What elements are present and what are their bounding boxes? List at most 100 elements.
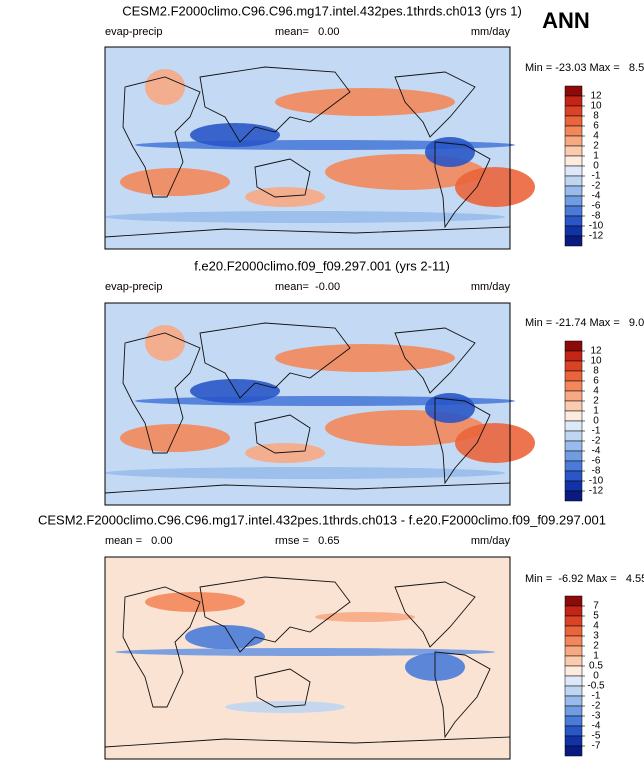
- colorbar-label: 10: [590, 101, 602, 112]
- colorbar-box: [564, 450, 583, 462]
- colorbar-box: [564, 635, 583, 647]
- colorbar-label: -12: [589, 231, 604, 242]
- coastline: [104, 226, 511, 238]
- colorbar-label: 10: [590, 356, 602, 367]
- coastline: [122, 332, 201, 454]
- colorbar-label: 6: [593, 376, 599, 387]
- colorbar-label: -7: [592, 741, 601, 752]
- colorbar-label: 4: [593, 386, 599, 397]
- coastline: [199, 576, 351, 653]
- min-max-label: Min = -21.74 Max = 9.02: [525, 317, 644, 329]
- coastline: [254, 668, 311, 708]
- map-field: [245, 443, 325, 463]
- colorbar-label: 8: [593, 366, 599, 377]
- colorbar-box: [564, 480, 583, 492]
- map-field: [145, 325, 185, 361]
- map-field: [275, 88, 455, 116]
- coastline: [394, 327, 476, 394]
- colorbar-box: [564, 655, 583, 667]
- coastline: [434, 397, 491, 485]
- colorbar-box: [564, 175, 583, 187]
- coastline: [122, 586, 201, 708]
- map-field: [275, 344, 455, 372]
- colorbar-label: -10: [589, 221, 604, 232]
- colorbar-label: 0: [593, 161, 599, 172]
- map-field: [425, 393, 475, 423]
- coastline: [254, 414, 311, 454]
- map-frame: [104, 302, 511, 506]
- colorbar-box: [564, 105, 583, 117]
- colorbar-box: [564, 725, 583, 737]
- colorbar-box: [564, 665, 583, 677]
- colorbar-box: [564, 235, 583, 247]
- colorbar-box: [564, 360, 583, 372]
- map-frame: [104, 46, 511, 250]
- map-field: [115, 648, 495, 656]
- colorbar-box: [564, 115, 583, 127]
- panel-title: CESM2.F2000climo.C96.C96.mg17.intel.432p…: [38, 512, 606, 527]
- colorbar-box: [564, 625, 583, 637]
- units-label: mm/day: [471, 26, 511, 38]
- season-label: ANN: [542, 8, 590, 33]
- colorbar-box: [564, 135, 583, 147]
- colorbar-label: 1: [593, 406, 599, 417]
- colorbar-box: [564, 595, 583, 607]
- coastline: [434, 141, 491, 229]
- colorbar-label: -1: [592, 171, 601, 182]
- colorbar-box: [564, 95, 583, 107]
- colorbar-label: -4: [592, 721, 601, 732]
- coastline: [394, 581, 476, 648]
- colorbar-box: [564, 685, 583, 697]
- colorbar-label: -0.5: [587, 681, 605, 692]
- colorbar-label: 6: [593, 121, 599, 132]
- colorbar-label: 12: [590, 346, 602, 357]
- colorbar-label: -1: [592, 426, 601, 437]
- map-field: [185, 625, 265, 649]
- colorbar-label: -5: [592, 731, 601, 742]
- colorbar-box: [564, 705, 583, 717]
- left-label: evap-precip: [105, 26, 162, 38]
- colorbar-box: [564, 125, 583, 137]
- colorbar-label: 1: [593, 151, 599, 162]
- left-label: mean = 0.00: [105, 535, 173, 547]
- colorbar-box: [564, 340, 583, 352]
- colorbar-label: -2: [592, 436, 601, 447]
- left-label: evap-precip: [105, 281, 162, 293]
- map-field: [105, 467, 505, 479]
- colorbar-box: [564, 410, 583, 422]
- colorbar-box: [564, 370, 583, 382]
- colorbar-label: 2: [593, 141, 599, 152]
- map-field: [145, 69, 185, 105]
- colorbar-label: 1: [593, 651, 599, 662]
- colorbar-label: -10: [589, 476, 604, 487]
- map-field: [455, 167, 535, 207]
- panel-title: CESM2.F2000climo.C96.C96.mg17.intel.432p…: [122, 3, 522, 18]
- colorbar-box: [564, 715, 583, 727]
- center-label: mean= -0.00: [275, 281, 340, 293]
- colorbar-box: [564, 675, 583, 687]
- coastline: [434, 651, 491, 739]
- coastline: [394, 71, 476, 138]
- map-field: [145, 592, 245, 612]
- colorbar-box: [564, 430, 583, 442]
- min-max-label: Min = -6.92 Max = 4.55: [525, 573, 644, 585]
- colorbar-label: -2: [592, 701, 601, 712]
- colorbar-label: 3: [593, 631, 599, 642]
- colorbar-label: 8: [593, 111, 599, 122]
- colorbar-box: [564, 165, 583, 177]
- colorbar-box: [564, 745, 583, 757]
- colorbar-label: -1: [592, 691, 601, 702]
- colorbar-label: -3: [592, 711, 601, 722]
- colorbar-box: [564, 735, 583, 747]
- colorbar-box: [564, 185, 583, 197]
- map-frame: [104, 556, 511, 760]
- colorbar-label: -12: [589, 486, 604, 497]
- colorbar-label: -2: [592, 181, 601, 192]
- colorbar-box: [564, 645, 583, 657]
- colorbar-label: 4: [593, 621, 599, 632]
- colorbar-label: -4: [592, 191, 601, 202]
- coastline: [199, 322, 351, 399]
- map-field: [225, 701, 345, 713]
- map-field: [315, 612, 415, 622]
